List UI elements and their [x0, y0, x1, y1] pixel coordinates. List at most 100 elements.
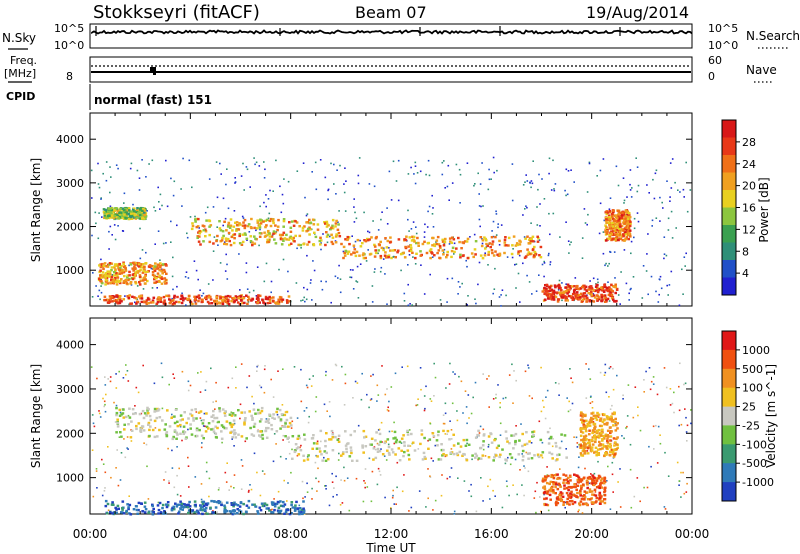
- heatmap-cell: [147, 408, 150, 411]
- heatmap-cell: [489, 478, 492, 481]
- heatmap-cell: [242, 512, 245, 516]
- heatmap-cell: [257, 298, 260, 301]
- heatmap-cell: [433, 254, 436, 257]
- heatmap-cell: [624, 233, 628, 236]
- heatmap-cell: [543, 262, 546, 264]
- heatmap-cell: [543, 502, 546, 506]
- heatmap-cell: [110, 275, 114, 278]
- heatmap-cell: [276, 500, 280, 504]
- heatmap-cell: [199, 391, 202, 393]
- heatmap-cell: [155, 302, 159, 305]
- heatmap-cell: [677, 189, 679, 191]
- heatmap-cell: [392, 437, 395, 440]
- heatmap-cell: [146, 297, 150, 300]
- heatmap-cell: [224, 295, 228, 298]
- heatmap-cell: [585, 397, 588, 399]
- heatmap-cell: [567, 240, 570, 242]
- heatmap-cell: [650, 465, 652, 468]
- heatmap-cell: [231, 233, 235, 237]
- heatmap-cell: [208, 302, 211, 305]
- heatmap-cell: [566, 480, 570, 483]
- heatmap-cell: [210, 428, 213, 431]
- x-tick-label: 12:00: [374, 527, 409, 541]
- heatmap-cell: [151, 159, 154, 162]
- heatmap-cell: [334, 241, 338, 244]
- heatmap-cell: [116, 263, 119, 266]
- heatmap-cell: [350, 276, 353, 279]
- heatmap-cell: [387, 255, 390, 259]
- heatmap-cell: [102, 264, 106, 267]
- heatmap-cell: [527, 242, 531, 245]
- heatmap-cell: [246, 302, 249, 305]
- heatmap-cell: [623, 199, 626, 202]
- heatmap-cell: [611, 473, 614, 476]
- heatmap-cell: [355, 217, 358, 220]
- heatmap-cell: [468, 417, 470, 419]
- heatmap-cell: [138, 281, 141, 284]
- heatmap-cell: [231, 512, 235, 516]
- heatmap-cell: [127, 506, 130, 509]
- heatmap-cell: [450, 249, 454, 253]
- colorbar-swatch: [722, 207, 736, 226]
- heatmap-cell: [366, 486, 369, 488]
- heatmap-cell: [145, 302, 149, 305]
- heatmap-cell: [336, 228, 340, 231]
- heatmap-cell: [370, 375, 372, 377]
- heatmap-cell: [411, 251, 414, 254]
- heatmap-cell: [609, 426, 612, 429]
- heatmap-cell: [188, 486, 190, 488]
- heatmap-cell: [372, 220, 374, 222]
- heatmap-cell: [567, 482, 570, 485]
- heatmap-cell: [583, 502, 587, 505]
- station-title: Stokkseyri (fitACF): [93, 2, 260, 23]
- heatmap-cell: [394, 256, 397, 259]
- heatmap-cell: [368, 231, 371, 234]
- heatmap-cell: [296, 454, 299, 457]
- colorbar-swatch: [722, 190, 736, 208]
- heatmap-cell: [270, 509, 272, 511]
- heatmap-cell: [587, 288, 590, 291]
- heatmap-cell: [578, 478, 582, 482]
- heatmap-cell: [582, 494, 585, 498]
- heatmap-cell: [173, 421, 177, 425]
- heatmap-cell: [472, 396, 474, 399]
- heatmap-cell: [171, 297, 173, 300]
- heatmap-cell: [540, 454, 543, 457]
- heatmap-cell: [152, 511, 155, 514]
- heatmap-cell: [549, 296, 552, 299]
- heatmap-cell: [287, 436, 290, 439]
- heatmap-cell: [442, 253, 445, 256]
- heatmap-cell: [109, 380, 112, 383]
- heatmap-cell: [560, 440, 563, 443]
- heatmap-cell: [466, 303, 468, 306]
- heatmap-cell: [500, 224, 503, 226]
- heatmap-cell: [114, 506, 117, 510]
- heatmap-cell: [443, 241, 447, 244]
- heatmap-cell: [550, 475, 553, 479]
- heatmap-cell: [302, 500, 305, 503]
- heatmap-cell: [375, 235, 378, 239]
- heatmap-cell: [605, 212, 609, 216]
- heatmap-cell: [605, 262, 607, 265]
- heatmap-cell: [282, 219, 286, 223]
- heatmap-cell: [173, 294, 176, 298]
- heatmap-cell: [494, 267, 496, 270]
- heatmap-cell: [470, 495, 473, 498]
- heatmap-cell: [264, 168, 266, 171]
- heatmap-cell: [618, 229, 621, 232]
- heatmap-cell: [318, 447, 321, 450]
- heatmap-cell: [605, 434, 608, 438]
- heatmap-cell: [466, 256, 470, 260]
- heatmap-cell: [264, 429, 268, 432]
- heatmap-cell: [407, 264, 409, 266]
- heatmap-cell: [616, 422, 619, 425]
- heatmap-cell: [554, 441, 558, 445]
- heatmap-cell: [590, 449, 594, 452]
- heatmap-cell: [234, 295, 238, 298]
- heatmap-cell: [245, 294, 248, 297]
- heatmap-cell: [686, 210, 689, 213]
- heatmap-cell: [599, 484, 602, 488]
- nsky-left-tick-top: 10^5: [54, 22, 84, 35]
- heatmap-cell: [544, 284, 547, 287]
- heatmap-cell: [106, 265, 110, 268]
